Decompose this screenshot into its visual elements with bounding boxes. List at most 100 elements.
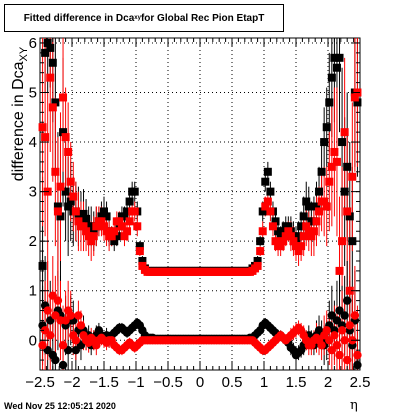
y-tick-label: 2: [29, 233, 37, 250]
data-point-square: [294, 247, 303, 256]
x-tick-label: 1.5: [286, 374, 307, 391]
data-point-square: [82, 214, 91, 223]
data-point-square: [120, 232, 129, 241]
data-point-square: [320, 197, 329, 206]
y-axis-title-subscript: XY: [18, 46, 31, 62]
timestamp-footer: Wed Nov 25 12:05:21 2020: [4, 401, 116, 411]
x-tick-label: 0.5: [222, 374, 243, 391]
x-tick-label: −2: [63, 374, 80, 391]
data-point-square: [286, 232, 295, 241]
data-point-square: [87, 222, 96, 231]
data-point-square: [133, 222, 142, 231]
data-point-square: [71, 207, 80, 216]
data-point-square: [317, 167, 326, 176]
y-tick-label: 6: [29, 35, 37, 52]
data-point-square: [263, 167, 272, 176]
data-point-square: [56, 212, 65, 221]
data-point-square: [74, 217, 83, 226]
y-tick-label: 1: [29, 283, 37, 300]
data-point-circle: [43, 306, 52, 315]
data-point-square: [322, 123, 331, 132]
data-point-square: [330, 147, 339, 156]
data-point-square: [82, 227, 91, 236]
data-point-circle: [322, 326, 331, 335]
data-point-circle: [46, 331, 55, 340]
data-point-square: [130, 207, 139, 216]
data-point-square: [345, 212, 354, 221]
data-point-square: [258, 227, 267, 236]
data-point-square: [48, 103, 57, 112]
data-point-circle: [74, 311, 83, 320]
x-tick-label: 0: [196, 374, 204, 391]
y-axis-title-main: difference in Dca: [9, 61, 27, 182]
data-point-square: [97, 212, 106, 221]
data-point-circle: [317, 341, 326, 350]
data-point-square: [299, 212, 308, 221]
data-point-square: [256, 247, 265, 256]
data-point-square: [120, 212, 129, 221]
data-point-square: [110, 227, 119, 236]
data-point-square: [279, 237, 288, 246]
data-point-circle: [337, 326, 347, 335]
data-point-square: [87, 237, 96, 246]
markers: [38, 38, 362, 370]
data-point-circle: [71, 336, 81, 345]
data-point-square: [312, 202, 321, 211]
axes: −2.5 −2 −1.5 −1 −0.5 0 0.5 1 1.5 2 2.5 0 1 2 3 4 5 6: [25, 35, 370, 391]
data-point-square: [266, 207, 275, 216]
data-point-square: [332, 157, 341, 166]
data-point-square: [107, 232, 116, 241]
data-point-square: [309, 227, 318, 236]
data-point-square: [297, 222, 306, 231]
data-point-circle: [343, 296, 352, 305]
data-point-circle: [345, 321, 354, 330]
data-point-square: [100, 222, 108, 231]
data-point-circle: [332, 341, 342, 350]
data-point-square: [297, 242, 306, 251]
data-point-square: [307, 232, 316, 241]
chart-title-subscript: xy: [134, 15, 141, 21]
data-point-square: [350, 93, 359, 102]
data-point-square: [59, 128, 68, 137]
data-point-square: [348, 172, 357, 181]
data-point-square: [320, 138, 329, 147]
data-point-square: [89, 232, 98, 241]
data-point-square: [61, 187, 70, 196]
chart-title: Fitted difference in Dca xy for Global Re…: [4, 4, 284, 32]
data-point-square: [261, 177, 270, 186]
data-point-square: [84, 232, 93, 241]
data-point-square: [304, 202, 313, 211]
data-point-square: [343, 207, 352, 216]
data-point-circle: [53, 296, 63, 305]
data-point-square: [51, 167, 60, 176]
chart-title-main: Fitted difference in Dca: [23, 12, 135, 24]
data-point-circle: [350, 311, 360, 320]
y-tick-label: 5: [29, 85, 37, 102]
x-tick-label: 1: [260, 374, 268, 391]
data-point-square: [79, 222, 88, 231]
data-point-square: [41, 133, 50, 142]
data-point-square: [325, 98, 334, 107]
data-point-square: [274, 227, 283, 236]
data-point-square: [294, 232, 303, 241]
y-tick-label: 0: [29, 332, 37, 349]
data-point-square: [327, 162, 336, 171]
data-point-square: [53, 202, 62, 211]
data-point-square: [89, 227, 98, 236]
data-point-square: [338, 237, 347, 246]
data-point-square: [343, 162, 352, 171]
data-point-square: [284, 222, 293, 231]
data-point-square: [110, 237, 119, 246]
data-point-square: [261, 202, 270, 211]
data-point-square: [115, 217, 124, 226]
data-point-square: [276, 242, 285, 251]
data-point-square: [125, 197, 134, 206]
data-point-square: [315, 187, 324, 196]
data-point-square: [117, 222, 126, 231]
data-point-square: [138, 256, 147, 265]
data-point-square: [289, 237, 298, 246]
data-point-square: [79, 209, 88, 218]
data-point-circle: [335, 350, 344, 360]
data-point-square: [335, 53, 344, 62]
data-point-square: [69, 192, 78, 201]
